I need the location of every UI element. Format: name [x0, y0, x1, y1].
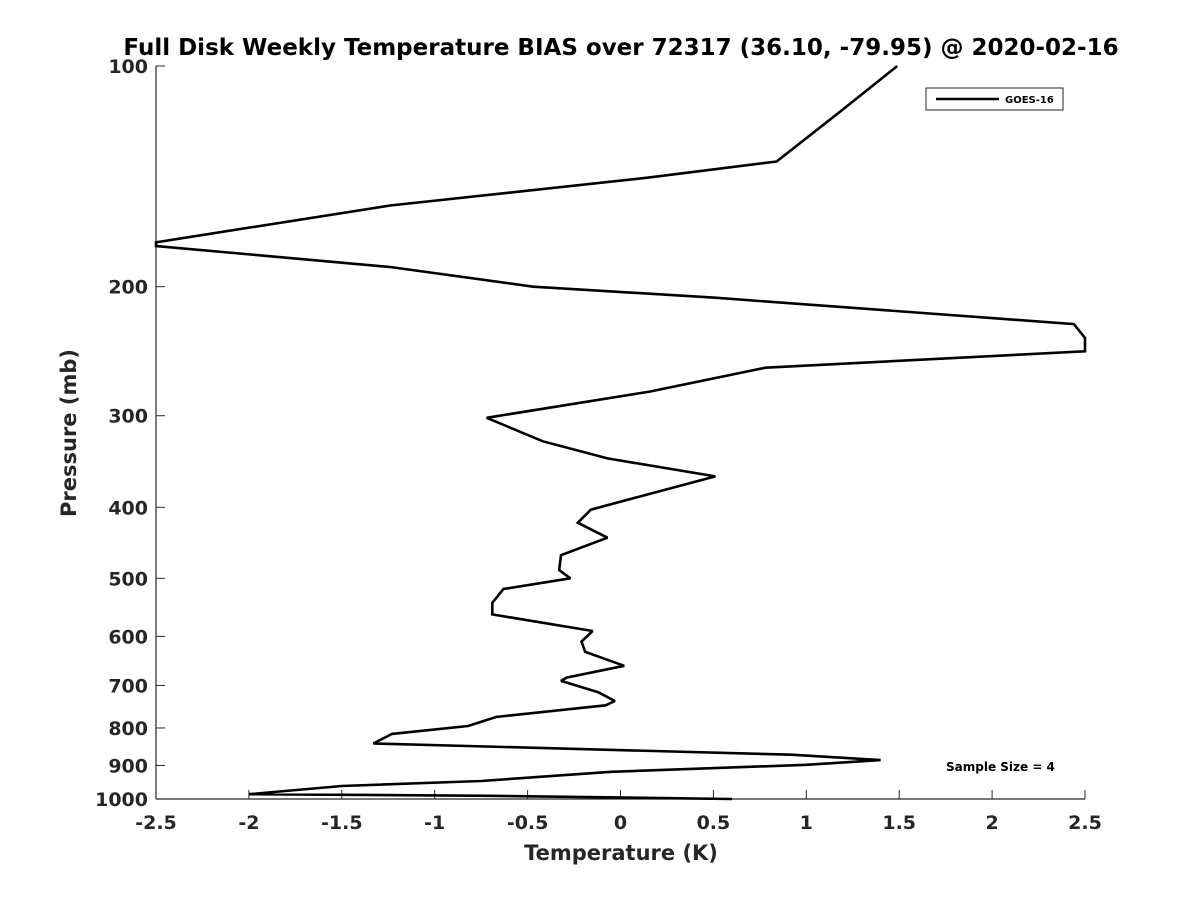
x-axis-label: Temperature (K) [524, 841, 718, 865]
x-tick-label: 1.5 [882, 812, 916, 834]
y-tick-label: 300 [108, 406, 148, 428]
x-ticks: -2.5 -2 -1.5 -1 -0.5 0 0.5 1 1.5 2 2.5 [135, 790, 1102, 834]
legend-label-goes-16: GOES-16 [1005, 95, 1054, 106]
y-axis-label: Pressure (mb) [57, 349, 81, 517]
y-tick-label: 400 [108, 497, 148, 519]
x-tick-label: 2.5 [1068, 812, 1102, 834]
axes [155, 66, 1085, 800]
x-tick-label: -1.5 [321, 812, 363, 834]
x-tick-label: -2.5 [135, 812, 177, 834]
x-tick-label: -0.5 [507, 812, 549, 834]
legend: GOES-16 [925, 87, 1064, 111]
chart-title: Full Disk Weekly Temperature BIAS over 7… [123, 35, 1118, 61]
sample-size-annotation: Sample Size = 4 [946, 760, 1055, 774]
y-tick-label: 700 [108, 675, 148, 697]
x-tick-label: 2 [985, 812, 998, 834]
x-tick-label: -1 [424, 812, 445, 834]
x-tick-label: -2 [238, 812, 259, 834]
y-tick-label: 200 [108, 277, 148, 299]
y-tick-label: 1000 [95, 789, 148, 811]
y-tick-label: 600 [108, 626, 148, 648]
series-layer [154, 64, 1087, 801]
y-tick-label: 100 [108, 56, 148, 78]
y-ticks: 100 200 300 400 500 600 700 800 900 1000 [95, 56, 165, 811]
y-tick-label: 500 [108, 568, 148, 590]
y-tick-label: 900 [108, 755, 148, 777]
x-tick-label: 1 [800, 812, 813, 834]
series-line-goes-16 [154, 64, 1087, 801]
y-tick-label: 800 [108, 718, 148, 740]
x-tick-label: 0.5 [697, 812, 731, 834]
x-tick-label: 0 [614, 812, 627, 834]
